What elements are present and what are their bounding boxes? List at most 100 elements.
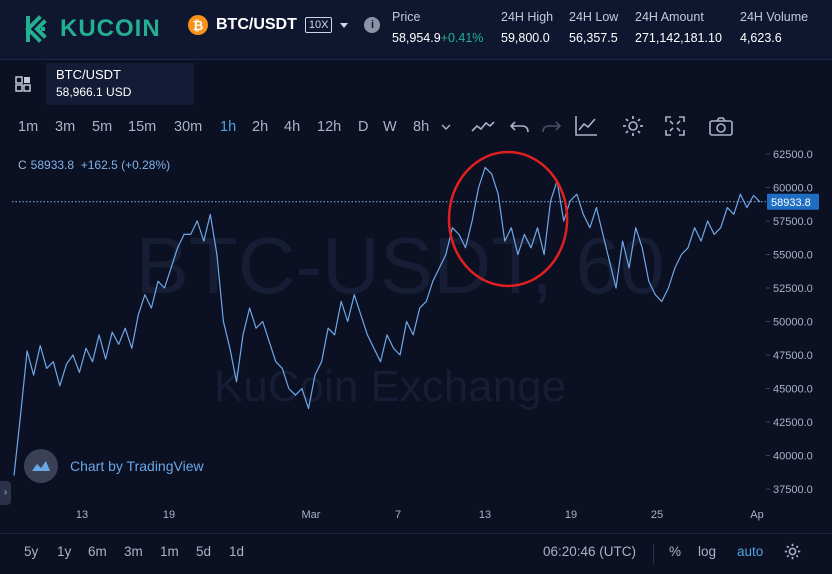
- interval-d[interactable]: D: [358, 119, 369, 135]
- y-tick-label: 47500.0: [773, 350, 813, 362]
- legend-change: +162.5 (+0.28%): [80, 158, 171, 172]
- interval-1h[interactable]: 1h: [220, 119, 237, 135]
- y-tick-label: 60000.0: [773, 183, 813, 195]
- range-1m[interactable]: 1m: [160, 544, 179, 559]
- y-tick-label: 40000.0: [773, 451, 813, 463]
- fullscreen-icon[interactable]: [665, 116, 685, 136]
- symbol-price: 58,966.1 USD: [56, 85, 132, 99]
- price-series-line: [13, 166, 761, 476]
- annotation-layer: [447, 150, 569, 288]
- settings-gear-icon[interactable]: [784, 543, 801, 560]
- stat-value: 4,623.6: [740, 31, 782, 45]
- stat-label: 24H Volume: [740, 10, 809, 24]
- legend-symbol: C: [18, 158, 27, 172]
- percent-toggle[interactable]: %: [669, 544, 682, 559]
- undo-icon[interactable]: [510, 118, 530, 136]
- interval-8h[interactable]: 8h: [413, 119, 430, 135]
- auto-toggle[interactable]: auto: [737, 544, 764, 559]
- x-tick-label: 19: [565, 509, 577, 521]
- stat-value: 59,800.0: [501, 31, 550, 45]
- axis-layer: 62500.0 60000.0 57500.0 55000.0 52500.0 50000…: [76, 149, 819, 521]
- x-tick-label: 13: [76, 509, 88, 521]
- divider: [653, 544, 654, 564]
- stat-label: 24H High: [501, 10, 554, 24]
- watermark-exchange: KuCoin Exchange: [214, 362, 566, 411]
- utc-clock: 06:20:46 (UTC): [543, 544, 637, 559]
- market-header: KUCOIN ₿ BTC/USDT 10X i Price 58,954.9+0…: [0, 0, 832, 60]
- stat-value: 271,142,181.10: [635, 31, 722, 45]
- price-line-layer: [12, 166, 766, 476]
- x-tick-label: 25: [651, 509, 663, 521]
- kucoin-logo-icon: [25, 15, 47, 43]
- x-tick-label: 13: [479, 509, 491, 521]
- y-tick-label: 55000.0: [773, 250, 813, 262]
- settings-gear-icon[interactable]: [622, 115, 644, 137]
- brand-name: KUCOIN: [60, 15, 161, 42]
- interval-2h[interactable]: 2h: [252, 119, 269, 135]
- camera-screenshot-icon[interactable]: [709, 116, 733, 136]
- stat-24h-low: 24H Low 56,357.5: [569, 10, 618, 45]
- symbol-tab[interactable]: BTC/USDT 58,966.1 USD: [46, 63, 194, 105]
- chevron-down-icon[interactable]: [441, 123, 451, 131]
- x-tick-label: 19: [163, 509, 175, 521]
- expand-panel-handle[interactable]: ›: [0, 481, 11, 505]
- pair-selector[interactable]: ₿ BTC/USDT 10X i: [188, 15, 381, 35]
- x-tick-label: Mar: [302, 509, 321, 521]
- interval-w[interactable]: W: [383, 119, 397, 135]
- bottom-bar: 5y 1y 6m 3m 1m 5d 1d 06:20:46 (UTC) % lo…: [0, 533, 832, 574]
- tradingview-badge[interactable]: Chart by TradingView: [24, 449, 204, 483]
- price-chart[interactable]: BTC-USDT, 60 KuCoin Exchange 62500.0 60000…: [0, 143, 832, 533]
- y-tick-label: 42500.0: [773, 417, 813, 429]
- kucoin-logo[interactable]: KUCOIN: [22, 14, 161, 44]
- interval-1m[interactable]: 1m: [18, 119, 39, 135]
- y-tick-label: 62500.0: [773, 149, 813, 161]
- range-1d[interactable]: 1d: [229, 544, 245, 559]
- line-chart-type-icon[interactable]: [471, 117, 495, 137]
- y-tick-label: 37500.0: [773, 484, 813, 496]
- chart-legend: C 58933.8 +162.5 (+0.28%): [18, 158, 170, 172]
- last-price-label: 58933.8: [771, 197, 811, 209]
- y-tick-label: 45000.0: [773, 384, 813, 396]
- pair-name: BTC/USDT: [216, 16, 297, 33]
- range-6m[interactable]: 6m: [88, 544, 107, 559]
- interval-15m[interactable]: 15m: [128, 119, 157, 135]
- stat-24h-amount: 24H Amount 271,142,181.10: [635, 10, 722, 45]
- y-tick-label: 52500.0: [773, 283, 813, 295]
- x-tick-label: 7: [395, 509, 401, 521]
- leverage-badge: 10X: [304, 17, 333, 33]
- log-toggle[interactable]: log: [698, 544, 717, 559]
- interval-12h[interactable]: 12h: [317, 119, 342, 135]
- chevron-down-icon: [340, 22, 349, 28]
- layout-grid-icon[interactable]: [15, 76, 31, 92]
- redo-icon[interactable]: [541, 118, 561, 136]
- range-5y[interactable]: 5y: [24, 544, 39, 559]
- range-1y[interactable]: 1y: [57, 544, 72, 559]
- symbol-title: BTC/USDT: [56, 67, 121, 82]
- stat-24h-high: 24H High 59,800.0: [501, 10, 553, 45]
- chart-toolbar: 1m 3m 5m 15m 30m 1h 2h 4h 12h D W 8h: [0, 113, 832, 143]
- info-icon[interactable]: i: [364, 17, 381, 33]
- last-price-box: [767, 193, 819, 210]
- indicators-icon[interactable]: [574, 115, 598, 137]
- watermark-symbol: BTC-USDT, 60: [136, 221, 665, 310]
- y-tick-label: 57500.0: [773, 216, 813, 228]
- x-tick-label: Ap: [750, 509, 763, 521]
- stat-price: Price 58,954.9+0.41%: [392, 10, 483, 45]
- tradingview-label: Chart by TradingView: [70, 458, 204, 474]
- interval-3m[interactable]: 3m: [55, 119, 76, 135]
- range-5d[interactable]: 5d: [196, 544, 212, 559]
- stat-value: 56,357.5: [569, 31, 618, 45]
- btc-coin-icon: ₿: [188, 15, 208, 35]
- stat-label: 24H Low: [569, 10, 619, 24]
- y-tick-label: 50000.0: [773, 317, 813, 329]
- interval-4h[interactable]: 4h: [284, 119, 301, 135]
- interval-30m[interactable]: 30m: [174, 119, 203, 135]
- chart-watermark: BTC-USDT, 60 KuCoin Exchange: [136, 221, 665, 411]
- annotation-circle: [447, 150, 569, 288]
- stat-24h-volume: 24H Volume 4,623.6: [740, 10, 808, 45]
- stat-label: Price: [392, 10, 421, 24]
- stat-value: 58,954.9+0.41%: [392, 31, 484, 45]
- interval-5m[interactable]: 5m: [92, 119, 113, 135]
- stat-label: 24H Amount: [635, 10, 704, 24]
- range-3m[interactable]: 3m: [124, 544, 143, 559]
